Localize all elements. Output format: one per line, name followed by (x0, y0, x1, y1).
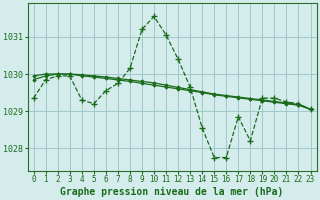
X-axis label: Graphe pression niveau de la mer (hPa): Graphe pression niveau de la mer (hPa) (60, 186, 284, 197)
